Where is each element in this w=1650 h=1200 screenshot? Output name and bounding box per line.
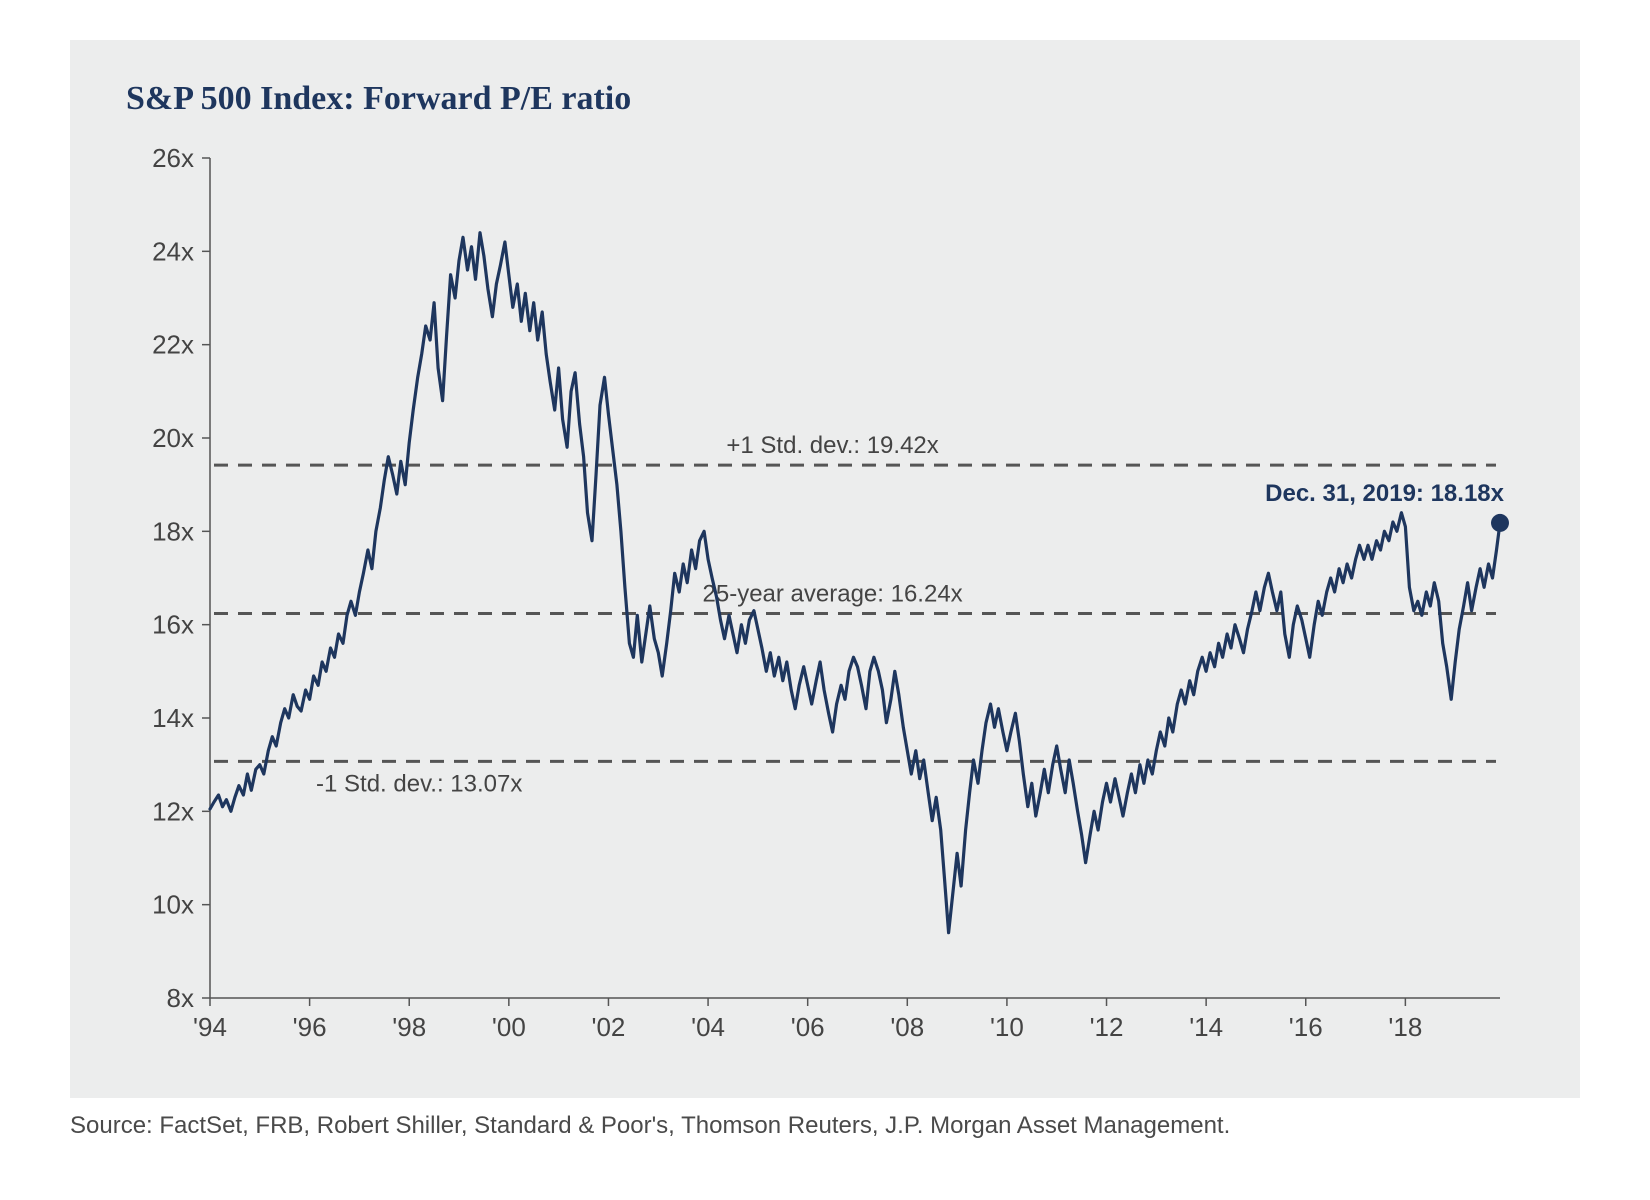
x-tick-label: '12 [1090, 1012, 1124, 1042]
line-chart: 8x 10x 12x 14x 16x 18x 20x 22x 24x 26x '94 '96 '98 '0… [120, 148, 1530, 1068]
x-tick-label: '00 [492, 1012, 526, 1042]
y-tick-label: 14x [152, 703, 194, 733]
end-point-marker [1491, 514, 1509, 532]
x-tick-label: '08 [890, 1012, 924, 1042]
y-tick-label: 22x [152, 330, 194, 360]
y-tick-label: 16x [152, 610, 194, 640]
y-tick-label: 10x [152, 890, 194, 920]
reference-label: +1 Std. dev.: 19.42x [726, 432, 938, 459]
x-tick-label: '10 [990, 1012, 1024, 1042]
y-tick-label: 8x [167, 983, 194, 1013]
x-tick-label: '16 [1289, 1012, 1323, 1042]
x-tick-label: '98 [392, 1012, 426, 1042]
y-tick-label: 20x [152, 423, 194, 453]
source-line: Source: FactSet, FRB, Robert Shiller, St… [70, 1112, 1580, 1140]
reference-label: -1 Std. dev.: 13.07x [316, 770, 522, 797]
x-tick-label: '18 [1388, 1012, 1422, 1042]
chart-panel: S&P 500 Index: Forward P/E ratio 8x 10x 12… [70, 40, 1580, 1098]
x-tick-label: '96 [293, 1012, 327, 1042]
end-point-label: Dec. 31, 2019: 18.18x [1265, 480, 1505, 507]
reference-label: 25-year average: 16.24x [703, 580, 963, 607]
x-tick-label: '02 [592, 1012, 626, 1042]
x-tick-label: '94 [193, 1012, 227, 1042]
page: S&P 500 Index: Forward P/E ratio 8x 10x 12… [0, 0, 1650, 1200]
y-tick-label: 24x [152, 236, 194, 266]
y-tick-label: 26x [152, 148, 194, 173]
x-tick-label: '04 [691, 1012, 725, 1042]
y-tick-label: 18x [152, 516, 194, 546]
y-tick-label: 12x [152, 796, 194, 826]
chart-title: S&P 500 Index: Forward P/E ratio [126, 80, 1530, 118]
x-tick-label: '14 [1189, 1012, 1223, 1042]
x-tick-label: '06 [791, 1012, 825, 1042]
